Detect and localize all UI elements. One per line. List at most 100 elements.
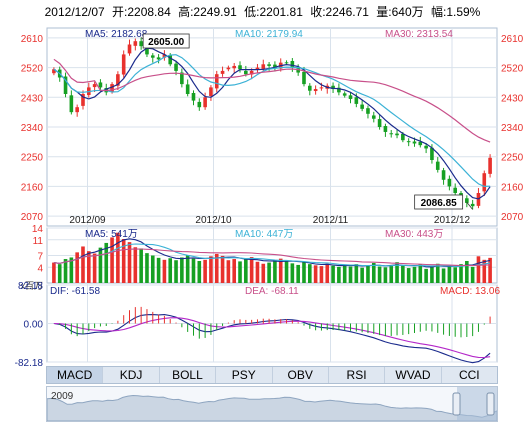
header-close: 收:2246.71 xyxy=(310,5,369,19)
candle-down xyxy=(174,63,178,71)
candle-down xyxy=(401,133,405,141)
volume-unit-label: x百万 xyxy=(20,281,43,291)
tab-cci[interactable]: CCI xyxy=(458,368,480,382)
candle-down xyxy=(430,147,434,160)
volume-bar-down xyxy=(180,257,184,283)
candle-down xyxy=(348,95,353,99)
volume-bar-up xyxy=(121,239,126,283)
candle-down xyxy=(366,108,370,114)
candle-down xyxy=(145,44,149,55)
volume-bar-up xyxy=(482,259,487,283)
price-tick-left: 2610 xyxy=(21,34,44,45)
candle-up xyxy=(162,54,167,58)
volume-bar-down xyxy=(401,265,405,283)
volume-bar-down xyxy=(296,264,300,283)
volume-layer xyxy=(52,232,492,283)
volume-bar-up xyxy=(476,256,481,283)
price-tick-right: 2430 xyxy=(501,93,524,104)
volume-bar-up xyxy=(232,259,237,283)
volume-bar-down xyxy=(354,264,359,283)
candle-down xyxy=(267,64,271,66)
navigator-year: 2009 xyxy=(51,391,74,402)
volume-bar-down xyxy=(57,264,62,283)
candle-down xyxy=(389,133,394,135)
volume-bar-up xyxy=(319,266,324,283)
price-ma30-line xyxy=(53,58,491,143)
volume-bar-down xyxy=(168,258,173,283)
price-tick-left: 2520 xyxy=(21,64,44,75)
volume-bar-up xyxy=(220,255,225,283)
volume-legend-ma5: MA5: 541万 xyxy=(85,229,138,240)
candle-down xyxy=(191,93,196,101)
volume-bar-up xyxy=(127,242,132,283)
volume-bar-down xyxy=(459,264,463,283)
volume-tick-label: 14 xyxy=(32,224,44,235)
header-low: 低:2201.81 xyxy=(244,5,303,19)
candle-down xyxy=(284,62,289,64)
price-tick-left: 2340 xyxy=(21,123,44,134)
candle-down xyxy=(180,72,184,85)
volume-bar-up xyxy=(214,253,219,283)
candle-down xyxy=(244,70,248,75)
candle-down xyxy=(331,85,335,90)
time-tick-label: 2012/12 xyxy=(434,215,471,226)
candle-up xyxy=(92,84,97,88)
volume-bar-up xyxy=(110,237,114,283)
time-tick-label: 2012/10 xyxy=(195,215,232,226)
navigator-handle-left[interactable] xyxy=(452,392,461,416)
candle-up xyxy=(75,107,79,113)
volume-bar-down xyxy=(453,267,458,283)
candle-up xyxy=(110,84,114,92)
volume-bar-up xyxy=(133,247,138,283)
volume-bar-up xyxy=(86,251,91,283)
macd-legend-dif: DIF: -61.58 xyxy=(50,286,100,297)
tab-rsi[interactable]: RSI xyxy=(329,367,386,383)
volume-bar-down xyxy=(150,255,155,283)
price-layer xyxy=(52,37,492,210)
labels-layer: 2610 2610 2520 2520 2430 2430 2340 2340 2250 2250… xyxy=(15,29,524,369)
tab-macd[interactable]: MACD xyxy=(47,367,104,383)
volume-bar-down xyxy=(197,261,202,283)
volume-bar-up xyxy=(116,232,120,283)
tab-boll[interactable]: BOLL xyxy=(160,367,217,383)
volume-bar-down xyxy=(430,266,434,283)
candle-up xyxy=(121,54,126,75)
candle-down xyxy=(273,64,277,68)
navigator-handle-right[interactable] xyxy=(486,392,495,416)
volume-bar-down xyxy=(63,259,68,283)
candle-down xyxy=(296,68,300,73)
tab-obv[interactable]: OBV xyxy=(273,367,329,383)
volume-bar-up xyxy=(325,263,330,283)
candle-down xyxy=(197,101,202,108)
volume-bar-down xyxy=(302,262,306,283)
tab-kdj[interactable]: KDJ xyxy=(103,367,160,383)
candle-up xyxy=(255,67,260,70)
low-callout-line xyxy=(466,201,473,210)
candle-down xyxy=(470,203,475,207)
volume-bar-down xyxy=(238,261,242,283)
volume-bar-up xyxy=(75,252,79,283)
price-tick-right: 2610 xyxy=(501,34,524,45)
volume-bar-down xyxy=(139,248,143,283)
tab-psy[interactable]: PSY xyxy=(216,367,273,383)
price-tick-right: 2070 xyxy=(501,212,524,223)
tab-wvad[interactable]: WVAD xyxy=(385,367,442,383)
price-ma5-line xyxy=(53,47,491,200)
navigator-svg: 2009 xyxy=(47,387,497,421)
volume-bar-down xyxy=(465,261,469,283)
volume-bar-down xyxy=(104,242,109,283)
price-legend-ma30: MA30: 2313.54 xyxy=(385,29,453,40)
candle-down xyxy=(377,119,382,127)
candle-down xyxy=(354,97,359,104)
candle-up xyxy=(52,69,56,74)
candle-down xyxy=(441,170,446,180)
candle-down xyxy=(371,115,376,119)
candle-down xyxy=(337,87,341,93)
volume-bar-down xyxy=(337,266,341,283)
price-tick-right: 2160 xyxy=(501,182,524,193)
range-navigator[interactable]: 2009 xyxy=(46,386,498,422)
volume-bar-down xyxy=(383,267,388,283)
low-callout-box xyxy=(414,194,464,210)
volume-bar-down xyxy=(284,260,289,283)
candle-up xyxy=(319,87,324,89)
